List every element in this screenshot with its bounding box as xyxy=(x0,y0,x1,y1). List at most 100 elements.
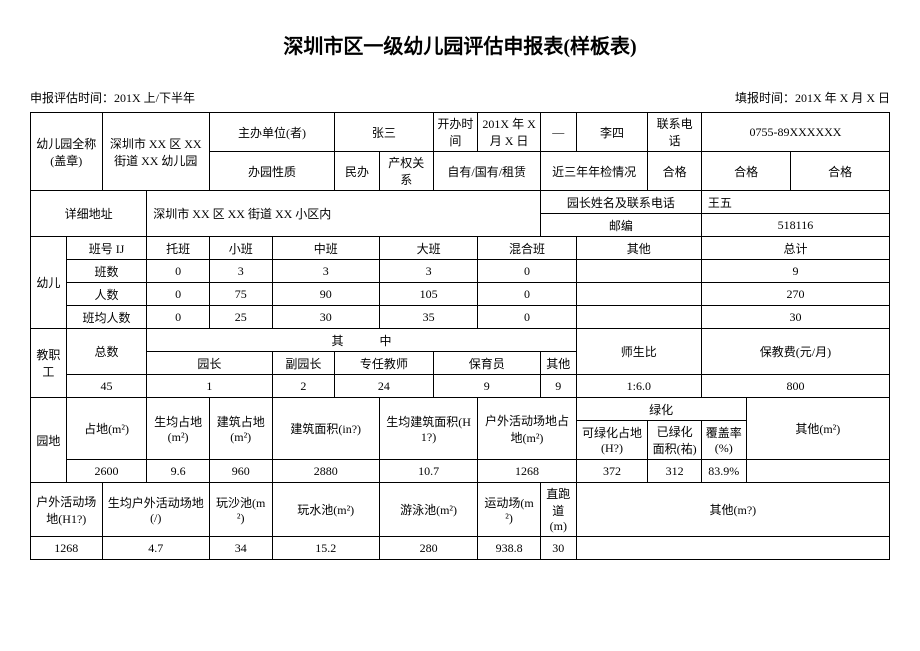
outdoor-v2: 34 xyxy=(209,537,272,560)
class-r0c7: 9 xyxy=(701,260,889,283)
person: 李四 xyxy=(576,113,648,152)
site-c4: 生均建筑面积(H1?) xyxy=(379,398,477,460)
class-h4: 大班 xyxy=(379,237,477,260)
staff-total-label: 总数 xyxy=(66,329,147,375)
principal-value: 王五 xyxy=(701,191,889,214)
site-v4: 10.7 xyxy=(379,460,477,483)
site-c0: 占地(m²) xyxy=(66,398,147,460)
outdoor-c4: 运动场(m²) xyxy=(478,483,541,537)
staff-c2: 专任教师 xyxy=(335,352,433,375)
site-c1: 生均占地(m²) xyxy=(147,398,210,460)
outdoor-v5: 938.8 xyxy=(478,537,541,560)
site-gc1: 已绿化面积(祐) xyxy=(648,421,702,460)
class-r0c1: 0 xyxy=(147,260,210,283)
staff-section: 教职工 xyxy=(31,329,67,398)
site-v6: 372 xyxy=(576,460,648,483)
principal-label: 园长姓名及联系电话 xyxy=(540,191,701,214)
site-other-label: 其他(m²) xyxy=(746,398,889,460)
postcode-label: 邮编 xyxy=(540,214,701,237)
outdoor-v6: 30 xyxy=(540,537,576,560)
site-v3: 2880 xyxy=(272,460,379,483)
site-v9 xyxy=(746,460,889,483)
class-r1c1: 0 xyxy=(147,283,210,306)
outdoor-c3: 游泳池(m²) xyxy=(379,483,477,537)
class-r1c5: 0 xyxy=(478,283,576,306)
staff-ratio-label: 师生比 xyxy=(576,329,701,375)
host-value: 张三 xyxy=(335,113,433,152)
nature-value: 民办 xyxy=(335,152,380,191)
outdoor-other-label: 其他(m?) xyxy=(576,483,889,537)
outdoor-val-first: 1268 xyxy=(31,537,103,560)
staff-total-value: 45 xyxy=(66,375,147,398)
staff-fee-label: 保教费(元/月) xyxy=(701,329,889,375)
staff-v2: 24 xyxy=(335,375,433,398)
phone-label: 联系电话 xyxy=(648,113,702,152)
class-r1c3: 90 xyxy=(272,283,379,306)
class-r1c2: 75 xyxy=(209,283,272,306)
site-v0: 2600 xyxy=(66,460,147,483)
site-gc0: 可绿化占地(H?) xyxy=(576,421,648,460)
site-v8: 83.9% xyxy=(701,460,746,483)
site-v7: 312 xyxy=(648,460,702,483)
class-r0c2: 3 xyxy=(209,260,272,283)
pass-2: 合格 xyxy=(701,152,790,191)
phone-value: 0755-89XXXXXX xyxy=(701,113,889,152)
outdoor-v4: 280 xyxy=(379,537,477,560)
site-v1: 9.6 xyxy=(147,460,210,483)
outdoor-v1: 4.7 xyxy=(102,537,209,560)
outdoor-c5: 直跑道(m) xyxy=(540,483,576,537)
staff-fee-value: 800 xyxy=(701,375,889,398)
addr-value: 深圳市 XX 区 XX 街道 XX 小区内 xyxy=(147,191,541,237)
staff-c3: 保育员 xyxy=(433,352,540,375)
outdoor-c0: 生均户外活动场地(/) xyxy=(102,483,209,537)
main-table: 幼儿园全称(盖章) 深圳市 XX 区 XX 街道 XX 幼儿园 主办单位(者) … xyxy=(30,112,890,560)
class-r1c4: 105 xyxy=(379,283,477,306)
class-r2c1: 0 xyxy=(147,306,210,329)
name-value: 深圳市 XX 区 XX 街道 XX 幼儿园 xyxy=(102,113,209,191)
staff-v1: 2 xyxy=(272,375,335,398)
class-h2: 小班 xyxy=(209,237,272,260)
site-v5: 1268 xyxy=(478,460,576,483)
host-label: 主办单位(者) xyxy=(209,113,334,152)
open-label: 开办时间 xyxy=(433,113,478,152)
outdoor-c1: 玩沙池(m²) xyxy=(209,483,272,537)
class-h7: 总计 xyxy=(701,237,889,260)
inspect-label: 近三年年检情况 xyxy=(540,152,647,191)
class-h5: 混合班 xyxy=(478,237,576,260)
site-section: 园地 xyxy=(31,398,67,483)
class-h6: 其他 xyxy=(576,237,701,260)
eval-time: 申报评估时间：201X 上/下半年 xyxy=(30,89,195,106)
class-r0c5: 0 xyxy=(478,260,576,283)
staff-v4: 9 xyxy=(540,375,576,398)
class-r2c7: 30 xyxy=(701,306,889,329)
outdoor-v3: 15.2 xyxy=(272,537,379,560)
addr-label: 详细地址 xyxy=(31,191,147,237)
class-r0c3: 3 xyxy=(272,260,379,283)
postcode-value: 518116 xyxy=(701,214,889,237)
class-r0c4: 3 xyxy=(379,260,477,283)
property-value: 自有/国有/租赁 xyxy=(433,152,540,191)
class-r2c5: 0 xyxy=(478,306,576,329)
class-r2c6 xyxy=(576,306,701,329)
name-label: 幼儿园全称(盖章) xyxy=(31,113,103,191)
staff-c0: 园长 xyxy=(147,352,272,375)
class-h3: 中班 xyxy=(272,237,379,260)
classes-section: 幼儿 xyxy=(31,237,67,329)
class-r0c0: 班数 xyxy=(66,260,147,283)
class-r2c4: 35 xyxy=(379,306,477,329)
class-r1c6 xyxy=(576,283,701,306)
class-h1: 托班 xyxy=(147,237,210,260)
outdoor-v7 xyxy=(576,537,889,560)
pass-1: 合格 xyxy=(648,152,702,191)
class-r0c6 xyxy=(576,260,701,283)
staff-v3: 9 xyxy=(433,375,540,398)
open-value: 201X 年 X 月 X 日 xyxy=(478,113,541,152)
staff-within: 其 中 xyxy=(147,329,576,352)
staff-c4: 其他 xyxy=(540,352,576,375)
class-r2c2: 25 xyxy=(209,306,272,329)
nature-label: 办园性质 xyxy=(209,152,334,191)
site-green-label: 绿化 xyxy=(576,398,746,421)
outdoor-c2: 玩水池(m²) xyxy=(272,483,379,537)
page-title: 深圳市区一级幼儿园评估申报表(样板表) xyxy=(30,30,890,59)
site-gc2: 覆盖率(%) xyxy=(701,421,746,460)
